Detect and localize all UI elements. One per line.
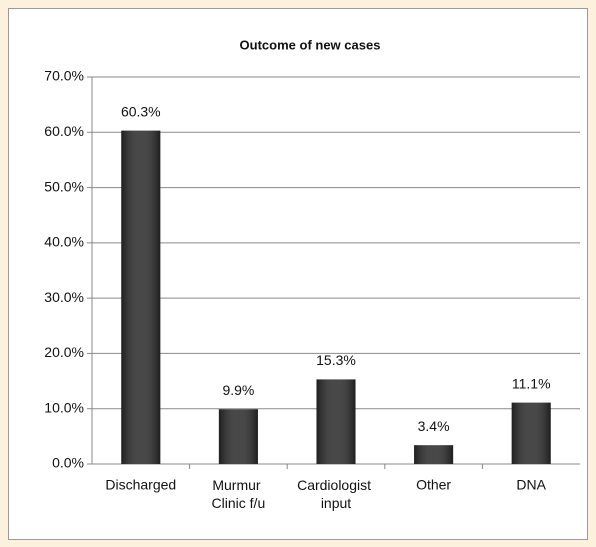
y-tick-label: 60.0% <box>44 123 84 139</box>
x-tick-label: Cardiologist input <box>297 477 375 511</box>
data-label: 11.1% <box>512 375 551 391</box>
y-tick-label: 20.0% <box>44 344 84 360</box>
y-tick-label: 40.0% <box>44 234 84 250</box>
bar-shade <box>218 409 258 464</box>
x-tick-label: Other <box>416 477 451 493</box>
y-tick-label: 30.0% <box>44 289 84 305</box>
y-tick-label: 50.0% <box>44 178 84 194</box>
data-label: 60.3% <box>121 103 161 119</box>
chart-frame <box>8 8 588 540</box>
bar-shade <box>511 402 551 464</box>
chart-title: Outcome of new cases <box>240 37 381 52</box>
bar-shade <box>414 445 454 464</box>
x-tick-label: DNA <box>516 477 546 493</box>
x-tick-label: Discharged <box>105 477 176 493</box>
data-label: 9.9% <box>222 382 254 398</box>
bar-shade <box>121 130 161 464</box>
x-tick-label: Murmur Clinic f/u <box>212 477 266 511</box>
bar-shade <box>316 379 356 464</box>
data-label: 3.4% <box>418 418 450 434</box>
y-tick-label: 0.0% <box>52 455 84 471</box>
data-label: 15.3% <box>316 352 356 368</box>
y-tick-label: 10.0% <box>44 399 84 415</box>
y-tick-label: 70.0% <box>44 68 84 84</box>
